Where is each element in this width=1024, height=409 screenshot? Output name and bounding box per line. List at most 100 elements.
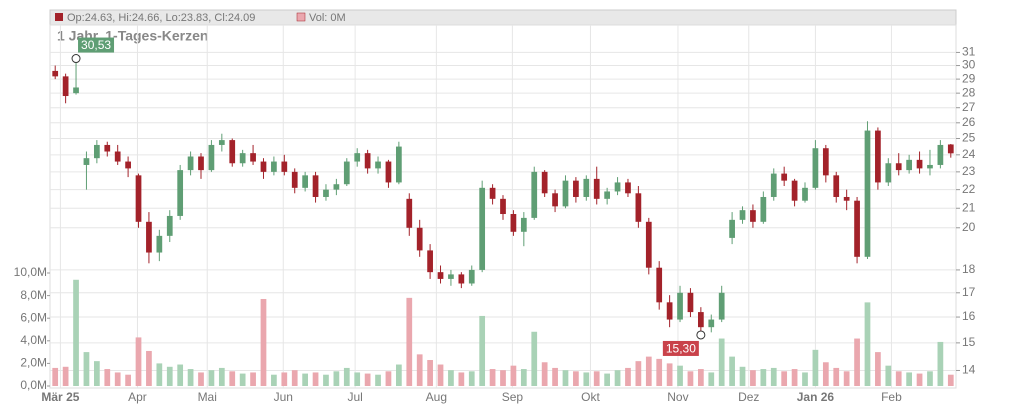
annotation-box [78,37,115,53]
volume-bar [260,298,267,386]
volume-bar [625,367,631,386]
volume-bar [562,370,569,386]
volume-bar [875,352,881,386]
candle-body [833,175,840,197]
volume-bar [250,372,256,386]
candle-body [343,161,350,185]
candle-body [875,130,881,183]
volume-bar [885,365,892,386]
volume-bar [135,337,142,386]
annotation-label: 15,30 [666,342,696,356]
y-tick-label: 31 [962,45,976,59]
candle-body [229,140,236,164]
candle-body [104,144,111,152]
volume-bar [822,362,829,386]
candle-body [802,187,808,201]
volume-bar [468,371,475,386]
candle-body [239,153,246,164]
volume-bar [500,370,506,386]
volume-bar [146,350,152,386]
candle-body [770,173,777,197]
volume-bar [614,370,621,386]
y2-tick-label: 6,0M [20,310,47,324]
candle-body [73,87,79,94]
volume-bar [156,363,163,386]
candle-body [135,175,142,222]
candle-body [333,184,340,190]
volume-bar [718,338,725,386]
candle-body [552,193,558,207]
y-tick-label: 15 [962,335,976,349]
candle-body [260,161,267,172]
candle-body [906,159,913,171]
y2-tick-label: 2,0M [20,356,47,370]
candle-body [250,153,256,162]
volume-bar [687,371,694,386]
candle-body [302,175,309,188]
candle-body [937,144,944,165]
candle-body [458,274,465,284]
volume-bar [364,373,371,386]
candle-body [604,191,611,199]
annotation-box [662,340,699,356]
volume-bar [354,372,361,386]
candle-body [895,163,902,171]
y-tick-label: 29 [962,71,976,85]
volume-bar [802,372,808,386]
x-tick-label: Dez [738,390,759,404]
volume-bar [229,371,236,386]
x-tick-label: Apr [128,390,147,404]
candle-body [427,250,433,273]
y-tick-label: 14 [962,363,976,377]
candle-body [708,319,715,328]
candle-body [927,164,933,169]
volume-bar [583,372,590,386]
candle-body [812,148,819,188]
y-tick-label: 20 [962,220,976,234]
candle-body [271,161,277,172]
volume-bar [947,374,954,386]
candle-body [656,267,663,303]
x-tick-label: Feb [881,390,902,404]
volume-bar [573,371,579,386]
y2-tick-label: 4,0M [20,333,47,347]
volume-bar [510,365,517,386]
x-tick-label: Sep [502,390,524,404]
candle-body [593,178,600,199]
volume-bar [531,331,538,386]
volume-bar [281,372,288,386]
candle-body [729,219,735,238]
volume-bar [448,370,454,386]
plot-frame [49,24,957,389]
candle-body [93,144,100,159]
volume-bar [843,371,850,386]
y-tick-label: 22 [962,182,976,196]
volume-bar [770,367,777,386]
volume-bar [552,367,558,386]
volume-bar [739,366,746,386]
candle-body [166,215,173,236]
annotation-marker [71,54,81,64]
x-tick-label: Jun [274,390,293,404]
candle-body [520,217,527,232]
legend-ohlc: Op:24.63, Hi:24.66, Lo:23.83, Cl:24.09 [67,12,255,24]
candle-body [437,272,444,279]
candle-body [187,156,194,171]
volume-bar [218,367,225,386]
candle-body [760,196,767,222]
volume-bar [781,371,788,386]
candle-body [854,200,860,257]
volume-bar [479,315,486,386]
candle-body [916,159,923,169]
candle-body [677,292,683,320]
candle-body [864,130,871,257]
volume-bar [520,369,527,386]
volume-bar [645,356,652,386]
candle-body [208,144,215,171]
volume-bar [864,302,871,386]
volume-bar [208,370,215,386]
volume-bar [395,364,402,386]
y-tick-label: 28 [962,85,976,99]
candle-body [697,312,704,328]
